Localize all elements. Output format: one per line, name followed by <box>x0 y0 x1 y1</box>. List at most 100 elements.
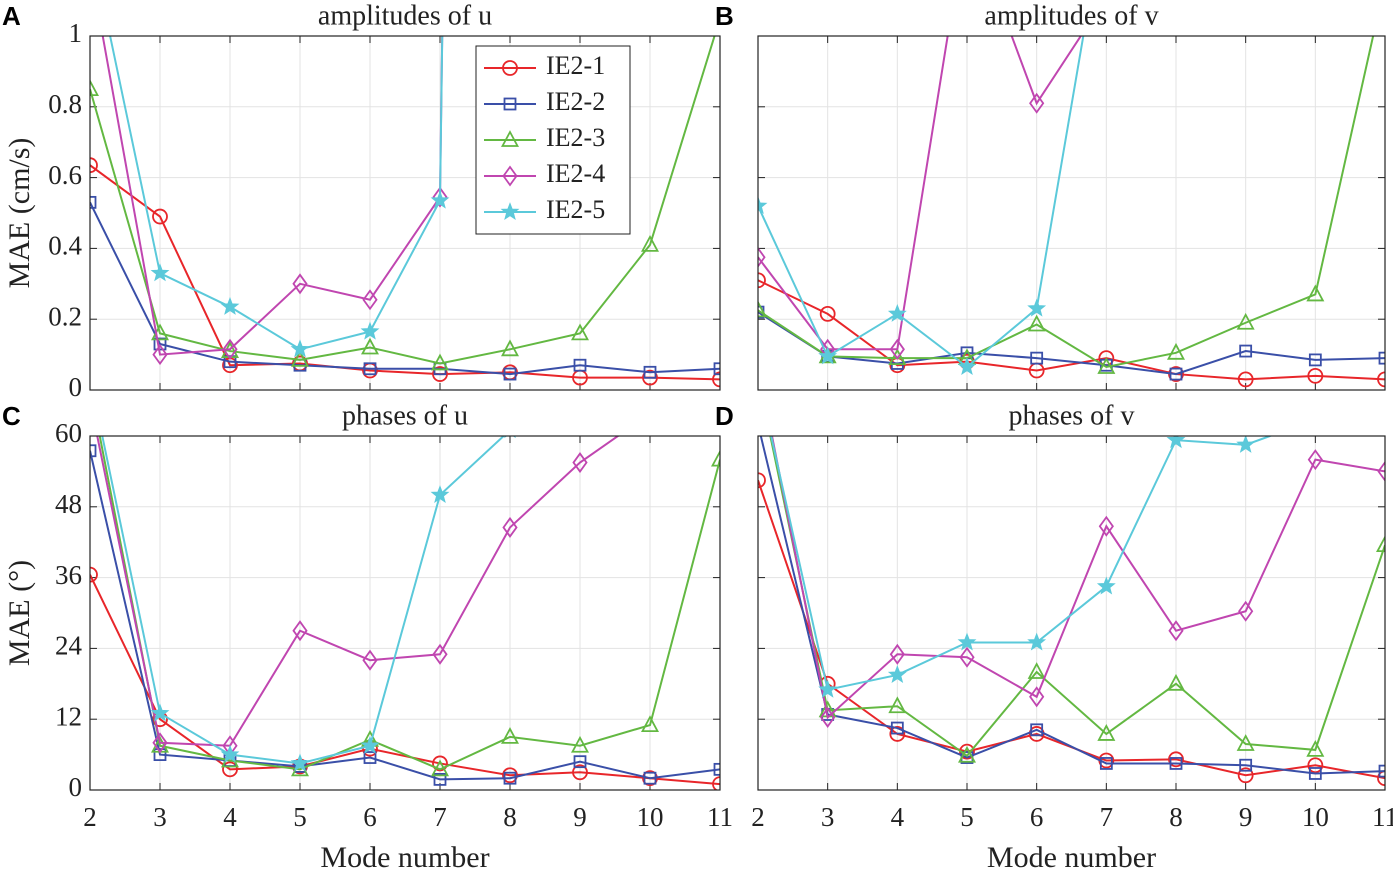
marker <box>292 620 308 642</box>
y-axis-label: MAE (cm/s) <box>3 138 36 289</box>
series-line <box>769 436 1385 758</box>
marker <box>758 246 766 268</box>
marker <box>1029 686 1045 708</box>
marker <box>1166 436 1186 449</box>
panel-title: amplitudes of v <box>984 0 1158 31</box>
marker <box>753 419 764 430</box>
y-tick-label: 0 <box>69 772 83 802</box>
x-tick-label: 8 <box>1169 802 1183 832</box>
marker <box>430 190 450 209</box>
x-tick-label: 4 <box>891 802 905 832</box>
marker <box>502 516 518 538</box>
marker <box>362 649 378 671</box>
marker <box>572 764 588 781</box>
legend-label: IE2-5 <box>546 195 605 224</box>
marker <box>1166 673 1186 691</box>
marker <box>432 366 448 382</box>
x-tick-label: 3 <box>821 802 835 832</box>
marker <box>432 755 448 772</box>
marker <box>1166 342 1186 360</box>
marker <box>152 208 168 225</box>
y-axis-label: MAE (°) <box>3 560 36 666</box>
plot-area <box>753 419 1385 787</box>
marker <box>430 485 450 504</box>
x-tick-label: 3 <box>153 802 167 832</box>
marker <box>503 367 517 381</box>
series-line <box>758 311 1385 376</box>
marker <box>570 323 590 341</box>
marker <box>90 79 100 96</box>
legend-label: IE2-1 <box>546 51 605 80</box>
marker <box>502 60 518 76</box>
series-line <box>758 36 1082 351</box>
marker <box>503 771 517 785</box>
x-tick-label: 10 <box>1302 802 1329 832</box>
marker <box>889 643 905 665</box>
marker <box>1169 757 1183 770</box>
plot-area <box>90 36 720 388</box>
marker <box>363 362 377 376</box>
marker <box>290 350 310 367</box>
marker <box>640 234 660 252</box>
marker <box>1236 436 1256 453</box>
marker <box>713 762 720 776</box>
series-line <box>90 450 720 781</box>
marker <box>758 196 768 214</box>
marker <box>1027 298 1047 317</box>
marker <box>1097 724 1116 741</box>
marker <box>758 300 768 318</box>
marker <box>644 405 657 423</box>
x-tick-label: 7 <box>433 802 447 832</box>
y-tick-label: 24 <box>55 631 83 661</box>
marker <box>820 706 836 728</box>
marker <box>1307 367 1324 384</box>
panel-letter: D <box>715 401 734 431</box>
x-tick-label: 11 <box>707 802 733 832</box>
x-tick-label: 8 <box>503 802 517 832</box>
marker <box>500 202 520 221</box>
y-tick-label: 0.8 <box>48 89 82 119</box>
series-line <box>759 436 1385 775</box>
series-line <box>90 36 716 365</box>
marker <box>889 726 906 742</box>
marker <box>150 703 170 722</box>
x-tick-label: 5 <box>960 802 974 832</box>
panel-title: phases of v <box>1009 400 1135 431</box>
marker <box>360 321 380 340</box>
panel: amplitudes of v B <box>715 0 1386 391</box>
panel-title: amplitudes of u <box>318 0 492 31</box>
marker <box>220 296 240 315</box>
marker <box>1169 367 1183 381</box>
marker <box>363 751 377 764</box>
marker <box>1378 764 1385 778</box>
marker <box>1097 357 1116 374</box>
y-tick-label: 0.2 <box>48 301 82 331</box>
marker <box>90 157 98 174</box>
marker <box>1237 767 1254 784</box>
marker <box>432 643 448 665</box>
marker <box>888 348 907 366</box>
panel: 0 0.2 0.4 0.6 0.8 1 amplitudes of u A MAE (cm/s)… <box>2 0 721 402</box>
y-tick-label: 0.4 <box>48 231 82 261</box>
marker <box>1308 767 1322 780</box>
marker <box>1168 751 1184 768</box>
marker <box>153 748 167 761</box>
series-line <box>770 436 1385 720</box>
marker <box>500 339 520 357</box>
marker <box>957 357 977 376</box>
marker <box>222 338 238 360</box>
marker <box>818 679 838 698</box>
marker <box>1377 371 1385 388</box>
marker <box>713 362 720 376</box>
marker <box>887 303 907 322</box>
x-axis-label: Mode number <box>320 841 489 874</box>
marker <box>1098 515 1114 537</box>
marker <box>90 444 97 458</box>
y-tick-label: 48 <box>55 489 82 519</box>
marker <box>1239 758 1253 772</box>
marker <box>1099 757 1113 770</box>
marker <box>957 745 977 763</box>
marker <box>1027 662 1046 679</box>
marker <box>1168 620 1184 642</box>
marker <box>640 715 660 732</box>
